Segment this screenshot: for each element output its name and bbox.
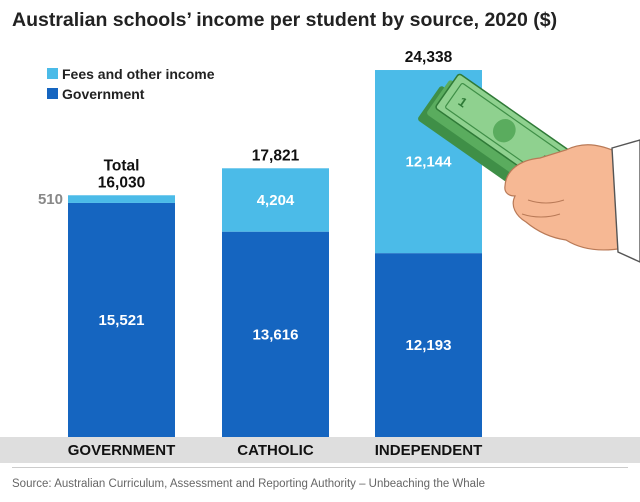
category-axis-band	[0, 437, 640, 463]
sleeve-cuff-icon	[611, 139, 640, 263]
legend-swatch-government	[47, 88, 58, 99]
source-note: Source: Australian Curriculum, Assessmen…	[12, 478, 486, 490]
total-prefix-label: Total	[104, 157, 140, 174]
total-label-independent: 24,338	[405, 49, 453, 66]
bar-government-government	[68, 202, 175, 437]
total-label-catholic: 17,821	[252, 147, 300, 164]
bars-group	[68, 70, 482, 437]
category-label-catholic: CATHOLIC	[237, 442, 314, 459]
category-label-independent: INDEPENDENT	[375, 442, 483, 459]
value-label-fees-catholic: 4,204	[257, 192, 295, 209]
legend-label-government: Government	[62, 86, 145, 102]
hand-icon	[504, 144, 625, 251]
value-label-government-independent: 12,193	[406, 337, 452, 354]
bar-fees-catholic	[222, 168, 329, 232]
source-divider	[12, 467, 628, 468]
bar-fees-government	[68, 195, 175, 203]
bar-government-independent	[375, 253, 482, 437]
legend-swatch-fees	[47, 68, 58, 79]
value-label-fees-government: 510	[38, 191, 63, 208]
value-label-government-catholic: 13,616	[253, 326, 299, 343]
total-label-government: 16,030	[98, 174, 145, 191]
value-label-government-government: 15,521	[99, 312, 145, 329]
chart-title: Australian schools’ income per student b…	[12, 9, 558, 31]
value-label-fees-independent: 12,144	[406, 154, 453, 171]
category-label-government: GOVERNMENT	[68, 442, 176, 459]
hand-holding-banknotes-illustration: 1 1	[418, 73, 640, 263]
legend-label-fees: Fees and other income	[62, 66, 215, 82]
bar-government-catholic	[222, 231, 329, 437]
legend: Fees and other income Government	[47, 66, 215, 102]
